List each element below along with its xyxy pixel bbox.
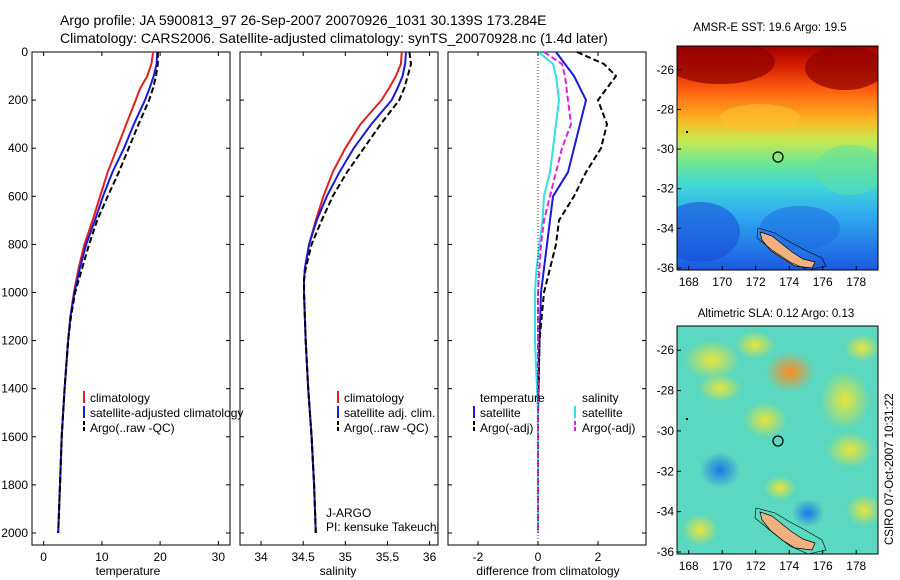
sla-x-tick-label: 172 <box>746 559 766 573</box>
salinity-series-line-2 <box>303 51 407 534</box>
sst-x-tick-label: 174 <box>779 275 799 289</box>
y-tick-label: 200 <box>8 93 28 107</box>
sla-map-title: Altimetric SLA: 0.12 Argo: 0.13 <box>698 308 855 320</box>
x-tick-label: 0 <box>535 550 542 564</box>
sst-map-title: AMSR-E SST: 19.6 Argo: 19.5 <box>693 22 846 34</box>
figure-title-line2: Climatology: CARS2006. Satellite-adjuste… <box>60 30 608 46</box>
sla-y-tick-label: -30 <box>657 424 675 438</box>
y-tick-label: 2000 <box>1 526 28 540</box>
salinity-panel-frame <box>239 51 439 546</box>
difference-series-line-3 <box>534 51 560 533</box>
x-tick-label: 10 <box>95 550 109 564</box>
difference-series-line-1 <box>537 51 587 533</box>
sst-y-tick-label: -36 <box>657 261 675 275</box>
difference-series-line-4 <box>537 51 572 533</box>
temperature-series-line-3 <box>57 52 159 534</box>
x-tick-label: -2 <box>473 550 484 564</box>
sst-x-tick-label: 172 <box>746 275 766 289</box>
sst-y-tick-label: -26 <box>657 63 675 77</box>
x-tick-label: 2 <box>595 550 602 564</box>
legend-label-satellite: satellite adj. clim. <box>344 406 435 420</box>
x-tick-label: 36 <box>423 550 437 564</box>
y-tick-label: 600 <box>8 189 28 203</box>
x-tick-label: 34 <box>254 550 268 564</box>
sst-y-tick-label: -30 <box>657 142 675 156</box>
difference-legend: temperature salinity satellite Argo(-adj… <box>473 391 635 435</box>
sla-x-tick-label: 170 <box>712 559 732 573</box>
sst-x-tick-label: 168 <box>679 275 699 289</box>
y-tick-label: 800 <box>8 237 28 251</box>
legend-label-salinity-satellite: satellite <box>582 406 623 420</box>
y-tick-label: 1000 <box>1 285 28 299</box>
axis-ticks: 0 10 20 30020040060080010001200140016001800… <box>1 45 646 564</box>
y-tick-label: 1800 <box>1 478 28 492</box>
legend-label-argo: Argo(..raw -QC) <box>90 421 175 435</box>
difference-panel-frame <box>447 51 647 546</box>
sla-map-ticks: 168 170 172 174 176 178 -26 -28 -30 -32 -34 -36 <box>657 343 867 573</box>
sst-map-ticks: 168 170 172 174 176 178 -26 -28 -30 -32 -34 -36 <box>657 63 867 289</box>
salinity-series-line-3 <box>303 51 412 534</box>
legend-label-climatology: climatology <box>90 391 150 405</box>
difference-series-line-2 <box>537 51 617 533</box>
sla-y-tick-label: -26 <box>657 343 675 357</box>
salinity-axis-label: salinity <box>320 564 357 578</box>
y-tick-label: 0 <box>21 45 28 59</box>
sla-x-tick-label: 178 <box>846 559 866 573</box>
sst-map-frame <box>676 45 879 271</box>
sla-x-tick-label: 176 <box>813 559 833 573</box>
sla-profile-location-marker <box>772 435 784 447</box>
legend-label-satellite: satellite-adjusted climatology <box>90 406 243 420</box>
temperature-panel-frame <box>31 51 231 546</box>
y-tick-label: 1200 <box>1 334 28 348</box>
sla-x-tick-label: 174 <box>779 559 799 573</box>
sla-x-tick-label: 168 <box>679 559 699 573</box>
x-tick-label: 20 <box>153 550 167 564</box>
x-tick-label: 35.5 <box>376 550 400 564</box>
temperature-legend: climatology satellite-adjusted climatolo… <box>83 391 243 435</box>
legend-label-temperature-satellite: satellite <box>480 406 521 420</box>
legend-label-argo: Argo(..raw -QC) <box>344 421 429 435</box>
pi-label: PI: kensuke Takeuchi <box>326 520 439 534</box>
x-tick-label: 0 <box>40 550 47 564</box>
x-tick-label: 35 <box>339 550 353 564</box>
sst-x-tick-label: 170 <box>712 275 732 289</box>
sla-heatmap <box>677 326 878 554</box>
y-tick-label: 1600 <box>1 430 28 444</box>
x-tick-label: 34.5 <box>292 550 316 564</box>
legend-title-temperature: temperature <box>480 391 545 405</box>
sla-y-tick-label: -28 <box>657 384 675 398</box>
y-tick-label: 1400 <box>1 382 28 396</box>
sst-x-tick-label: 176 <box>813 275 833 289</box>
salinity-series <box>303 51 412 534</box>
temperature-axis-label: temperature <box>96 564 161 578</box>
x-tick-label: 30 <box>212 550 226 564</box>
sla-map-frame <box>676 325 879 555</box>
legend-label-climatology: climatology <box>344 391 404 405</box>
figure-title-line1: Argo profile: JA 5900813_97 26-Sep-2007 … <box>60 12 547 28</box>
sst-y-tick-label: -32 <box>657 182 675 196</box>
y-tick-label: 400 <box>8 141 28 155</box>
sla-y-tick-label: -32 <box>657 464 675 478</box>
sst-y-tick-label: -34 <box>657 221 675 235</box>
difference-series <box>534 51 617 533</box>
sla-y-tick-label: -36 <box>657 545 675 559</box>
credit-label: CSIRO 07-Oct-2007 10:31:22 <box>884 394 896 546</box>
platform-label: J-ARGO <box>326 506 371 520</box>
temperature-series <box>57 51 159 534</box>
salinity-legend: climatology satellite adj. clim. Argo(..… <box>337 391 435 435</box>
sst-profile-location-marker <box>772 151 784 163</box>
sla-y-tick-label: -34 <box>657 505 675 519</box>
salinity-series-line-1 <box>303 51 403 534</box>
sst-x-tick-label: 178 <box>846 275 866 289</box>
sst-y-tick-label: -28 <box>657 102 675 116</box>
legend-title-salinity: salinity <box>582 391 619 405</box>
sst-heatmap <box>677 46 878 270</box>
difference-axis-label: difference from climatology <box>476 564 619 578</box>
legend-label-salinity-argo: Argo(-adj) <box>582 421 635 435</box>
legend-label-temperature-argo: Argo(-adj) <box>480 421 533 435</box>
